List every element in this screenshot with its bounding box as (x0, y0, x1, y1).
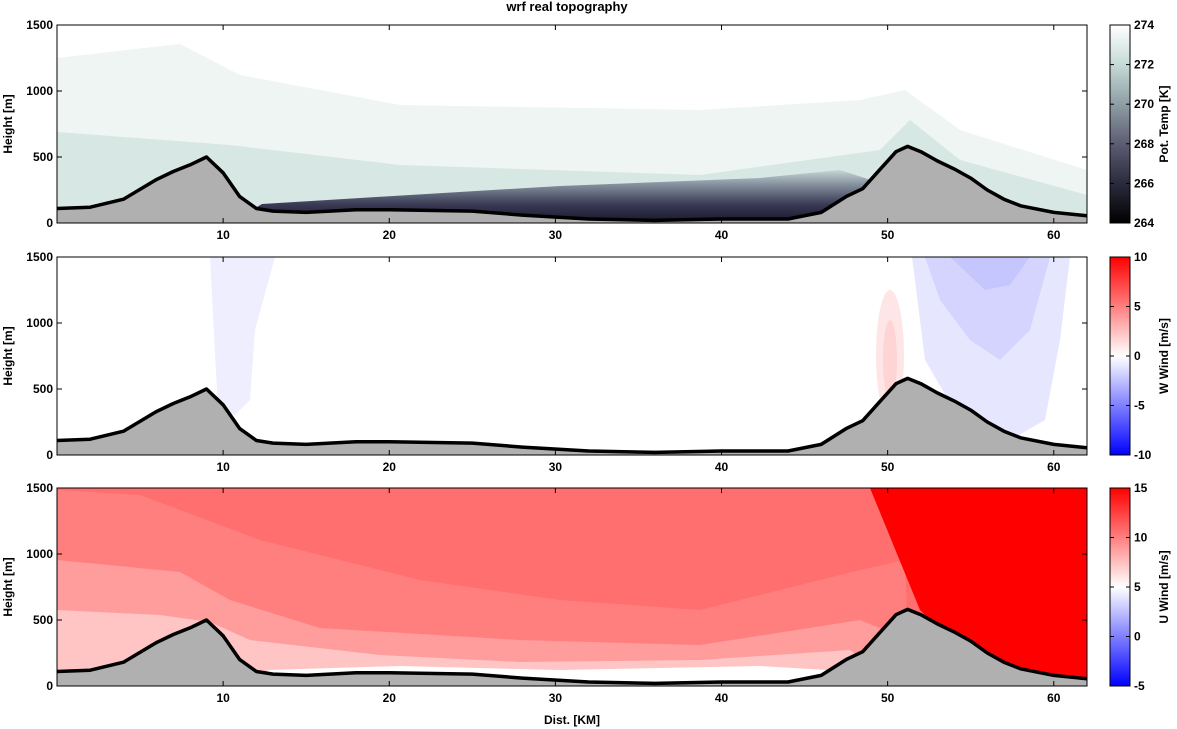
x-tick-label: 30 (549, 460, 563, 474)
x-tick-label: 20 (383, 460, 397, 474)
u-wind-jet-top (900, 488, 1087, 540)
y-tick-label: 500 (33, 382, 53, 396)
x-tick-label: 60 (1047, 460, 1061, 474)
y-axis-label: Height [m] (1, 326, 15, 385)
u-wind-terrain-outline (57, 607, 1087, 686)
pot-temp-panel: 10 20 30 40 50 60 0 500 1000 1500 Height [m] 264 266… (1, 18, 1171, 242)
colorbar-tick-label: 266 (1134, 176, 1154, 190)
y-tick-label: 500 (33, 613, 53, 627)
colorbar-label: U Wind [m/s] (1157, 550, 1171, 623)
x-tick-label: 50 (881, 228, 895, 242)
colorbar-label: W Wind [m/s] (1157, 318, 1171, 394)
w-wind-terrain-outline (57, 376, 1087, 455)
u-wind-axes-box (56, 487, 1088, 687)
w-wind-panel: 10 20 30 40 50 60 0 500 1000 1500 Height [m] -10 -5 0… (1, 250, 1171, 474)
u-wind-panel: 10 20 30 40 50 60 0 500 1000 1500 Height [m] -5 0 5 10… (1, 481, 1171, 705)
colorbar-tick-label: -10 (1134, 448, 1152, 462)
x-tick-label: 30 (549, 228, 563, 242)
y-tick-label: 500 (33, 150, 53, 164)
w-wind-field (57, 257, 1087, 455)
colorbar-tick-label: 10 (1134, 250, 1148, 264)
x-tick-label: 60 (1047, 228, 1061, 242)
pot-temp-field (57, 25, 1087, 223)
downdraft-left (210, 257, 275, 415)
x-tick-label: 20 (383, 691, 397, 705)
x-tick-label: 10 (216, 460, 230, 474)
x-tick-label: 50 (881, 691, 895, 705)
pot-temp-terrain-outline (57, 144, 1087, 223)
updraft-inner (883, 320, 897, 400)
y-axis-label: Height [m] (1, 94, 15, 153)
y-tick-label: 0 (46, 448, 53, 462)
downdraft-right-core (950, 257, 1030, 290)
pot-temp-axes-box (56, 24, 1088, 224)
colorbar-tick-label: 272 (1134, 58, 1154, 72)
x-tick-label: 40 (715, 691, 729, 705)
figure-title: wrf real topography (505, 0, 628, 14)
w-wind-axes-box (56, 256, 1088, 456)
y-tick-label: 1500 (26, 18, 53, 32)
x-tick-label: 40 (715, 228, 729, 242)
y-tick-label: 1000 (26, 547, 53, 561)
colorbar-label: Pot. Temp [K] (1157, 85, 1171, 162)
colorbar-tick-label: 0 (1134, 349, 1141, 363)
x-tick-label: 20 (383, 228, 397, 242)
y-tick-label: 0 (46, 216, 53, 230)
x-tick-label: 60 (1047, 691, 1061, 705)
u-wind-field (57, 488, 1087, 686)
x-axis-label: Dist. [KM] (544, 713, 600, 727)
colorbar-tick-label: 10 (1134, 531, 1148, 545)
pot-temp-colorbar (1109, 24, 1131, 224)
colorbar-tick-label: -5 (1134, 399, 1145, 413)
colorbar-tick-label: -5 (1134, 679, 1145, 693)
x-tick-label: 40 (715, 460, 729, 474)
colorbar-tick-label: 5 (1134, 580, 1141, 594)
y-axis-label: Height [m] (1, 557, 15, 616)
downdraft-right-inner (925, 257, 1050, 360)
x-tick-label: 50 (881, 460, 895, 474)
y-tick-label: 1500 (26, 481, 53, 495)
colorbar-tick-label: 264 (1134, 216, 1154, 230)
x-tick-label: 10 (216, 691, 230, 705)
y-tick-label: 1000 (26, 84, 53, 98)
colorbar-tick-label: 15 (1134, 481, 1148, 495)
colorbar-tick-label: 5 (1134, 300, 1141, 314)
y-tick-label: 1000 (26, 316, 53, 330)
colorbar-tick-label: 268 (1134, 137, 1154, 151)
y-tick-label: 0 (46, 679, 53, 693)
x-tick-label: 30 (549, 691, 563, 705)
colorbar-tick-label: 274 (1134, 18, 1154, 32)
colorbar-tick-label: 270 (1134, 97, 1154, 111)
u-wind-terrain (57, 609, 1087, 686)
w-wind-terrain (57, 378, 1087, 455)
pot-temp-terrain (57, 146, 1087, 223)
colorbar-tick-label: 0 (1134, 630, 1141, 644)
u-wind-layer-3 (57, 610, 900, 686)
y-tick-label: 1500 (26, 250, 53, 264)
x-tick-label: 10 (216, 228, 230, 242)
